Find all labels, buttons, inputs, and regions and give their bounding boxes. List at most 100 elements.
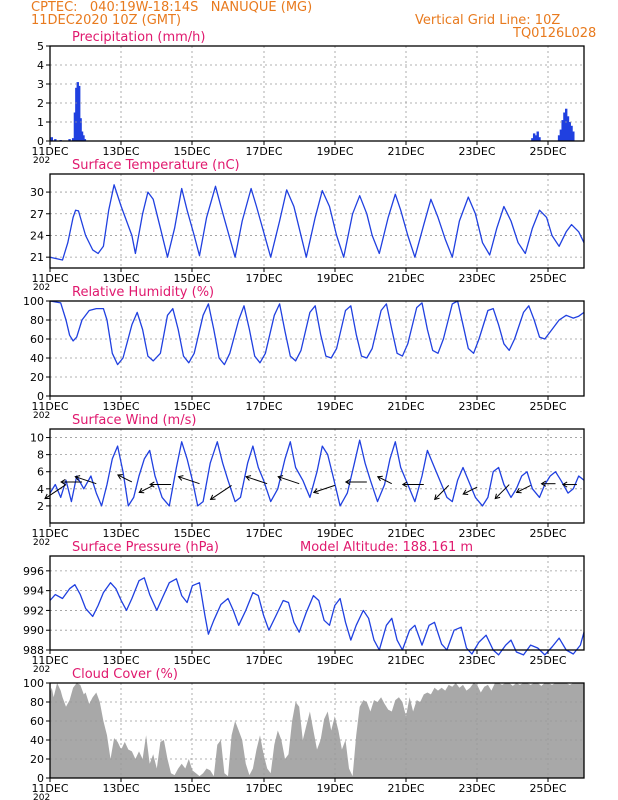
y-tick-label: 10: [30, 432, 44, 445]
wind-vector-head: [344, 478, 351, 485]
x-tick-label: 25DEC: [529, 527, 566, 540]
wind-vector-head: [60, 478, 66, 485]
precip-bar: [75, 87, 78, 141]
precip-bar: [557, 135, 561, 141]
precip-bar: [73, 112, 77, 141]
x-year-label: 202: [33, 665, 50, 675]
precip-bar: [538, 137, 541, 141]
y-tick-label: 990: [23, 624, 44, 637]
y-tick-label: 0: [37, 772, 44, 785]
y-tick-label: 992: [23, 604, 44, 617]
plot-frame: [49, 45, 585, 142]
x-tick-label: 13DEC: [102, 145, 139, 158]
x-tick-label: 15DEC: [173, 145, 210, 158]
header-code: TQ0126L028: [513, 26, 597, 41]
y-tick-label: 0: [37, 390, 44, 403]
wind-vector-head: [277, 475, 284, 481]
y-tick-label: 2: [37, 500, 44, 513]
x-year-label: 202: [33, 283, 50, 293]
x-tick-label: 21DEC: [387, 782, 424, 795]
x-tick-label: 13DEC: [102, 527, 139, 540]
plot-frame: [49, 173, 585, 269]
wind-vector: [377, 476, 392, 485]
y-tick-label: 994: [23, 585, 44, 598]
x-tick-label: 25DEC: [529, 272, 566, 285]
series-line-rh: [49, 300, 585, 366]
x-tick-label: 23DEC: [458, 272, 495, 285]
x-tick-label: 25DEC: [529, 145, 566, 158]
panel-rh: 0 20 40 60 80 100 11DEC 13DEC 15DEC 17DEC 19DEC 21D…: [23, 285, 585, 421]
x-tick-label: 11DEC: [31, 527, 68, 540]
plot-frame: [49, 682, 585, 779]
precip-bar: [80, 131, 84, 141]
header-datetime: 11DEC2020 10Z (GMT): [31, 13, 182, 28]
precip-bar: [568, 122, 571, 141]
wind-vector-head: [376, 475, 383, 482]
y-tick-label: 3: [37, 78, 44, 91]
plot-frame: [49, 555, 585, 651]
wind-vector: [462, 486, 478, 495]
y-tick-label: 988: [23, 644, 44, 657]
x-tick-label: 25DEC: [529, 400, 566, 413]
y-tick-label: 60: [30, 333, 44, 346]
wind-vector-head: [434, 494, 440, 501]
header-grid-note: Vertical Grid Line: 10Z: [415, 13, 561, 28]
y-tick-label: 5: [37, 40, 44, 53]
precip-bar: [54, 139, 57, 141]
precip-bar: [565, 108, 568, 141]
panel-precip: 0 1 2 3 4 5 11DEC 13DEC 15DEC 17DEC 19DEC 21DEC 23DE…: [31, 30, 585, 166]
x-year-label: 202: [33, 411, 50, 421]
x-tick-label: 25DEC: [529, 782, 566, 795]
wind-vector: [75, 476, 97, 485]
wind-vector-head: [245, 475, 252, 481]
x-tick-label: 19DEC: [316, 145, 353, 158]
wind-vector-head: [312, 488, 319, 494]
x-tick-label: 23DEC: [458, 145, 495, 158]
series-line-wind: [49, 439, 585, 507]
x-tick-label: 21DEC: [387, 654, 424, 667]
wind-vector: [434, 485, 450, 500]
y-tick-label: 40: [30, 352, 44, 365]
y-tick-label: 4: [37, 59, 44, 72]
y-tick-label: 100: [23, 677, 44, 690]
wind-vector: [246, 476, 268, 485]
x-tick-label: 15DEC: [173, 527, 210, 540]
wind-vector-head: [44, 493, 51, 500]
x-tick-label: 15DEC: [173, 654, 210, 667]
y-tick-label: 20: [30, 753, 44, 766]
plot-frame: [49, 300, 585, 397]
x-tick-label: 11DEC: [31, 782, 68, 795]
panel-title: Surface Temperature (nC): [72, 158, 240, 173]
panel-pres: 988 990 992 994 996 11DEC 13DEC 15DEC 17DEC 19DEC…: [23, 540, 585, 675]
panel-title: Precipitation (mm/h): [72, 30, 205, 45]
y-tick-label: 6: [37, 466, 44, 479]
x-tick-label: 11DEC: [31, 654, 68, 667]
x-tick-label: 19DEC: [316, 272, 353, 285]
x-tick-label: 21DEC: [387, 400, 424, 413]
y-tick-label: 30: [30, 186, 44, 199]
x-tick-label: 13DEC: [102, 782, 139, 795]
precip-bar: [570, 125, 573, 141]
x-tick-label: 15DEC: [173, 272, 210, 285]
panel-title: Surface Pressure (hPa): [72, 540, 219, 555]
x-tick-label: 25DEC: [529, 654, 566, 667]
x-tick-label: 21DEC: [387, 145, 424, 158]
x-tick-label: 19DEC: [316, 527, 353, 540]
wind-vector-head: [209, 494, 216, 500]
x-tick-label: 21DEC: [387, 272, 424, 285]
y-tick-label: 996: [23, 565, 44, 578]
x-year-label: 202: [33, 793, 50, 800]
series-line-pres: [49, 577, 585, 656]
panel-wind: 2 4 6 8 10 11DEC 13DEC 15DEC 17DEC 19DEC 21DEC 23DE…: [30, 413, 585, 548]
x-tick-label: 19DEC: [316, 782, 353, 795]
x-tick-label: 17DEC: [245, 145, 282, 158]
x-tick-label: 17DEC: [245, 527, 282, 540]
precip-bar: [76, 82, 79, 141]
y-tick-label: 24: [30, 229, 44, 242]
wind-vector: [117, 474, 133, 483]
x-tick-label: 15DEC: [173, 782, 210, 795]
x-tick-label: 11DEC: [31, 272, 68, 285]
wind-vector-head: [515, 487, 522, 494]
wind-vector-head: [561, 481, 568, 488]
wind-vector: [278, 476, 300, 485]
